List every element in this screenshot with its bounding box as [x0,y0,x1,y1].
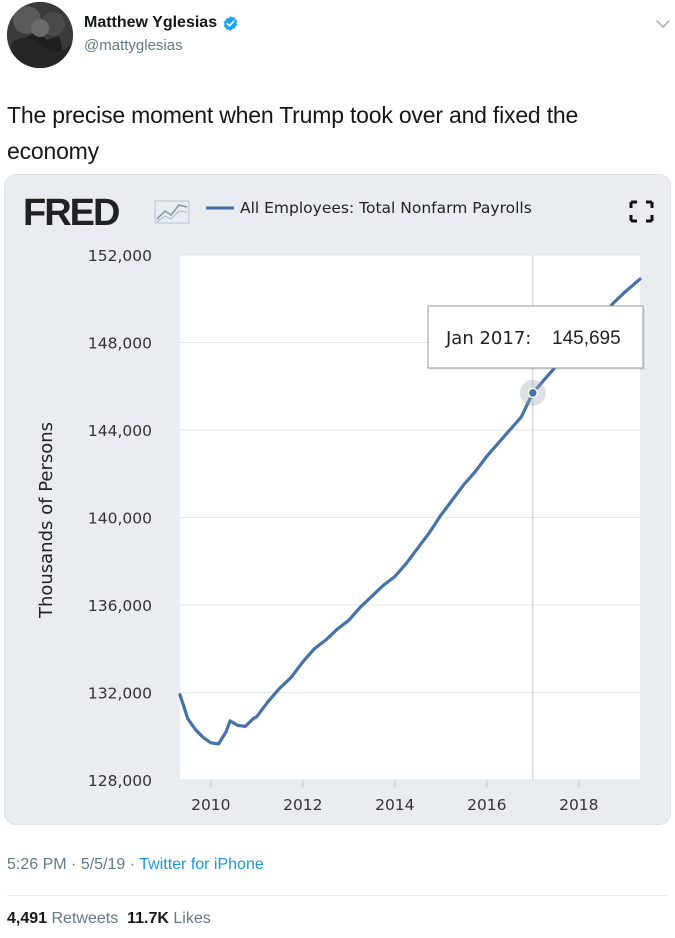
tweet-date[interactable]: 5/5/19 [80,856,126,873]
y-tick-label: 132,000 [88,685,152,703]
tweet-text-line: economy [7,138,99,164]
tooltip: Jan 2017: 145,695 [427,255,645,780]
fullscreen-icon[interactable] [629,200,654,223]
tooltip-box [427,305,644,369]
legend-label: All Employees: Total Nonfarm Payrolls [240,199,532,217]
x-axis-ticks: 2010 2012 2014 2016 2018 [191,780,599,814]
hover-point [527,387,539,399]
retweets-count[interactable]: 4,491 [7,910,48,927]
y-tick-label: 136,000 [88,597,152,615]
retweets-label[interactable]: Retweets [51,910,119,927]
likes-count[interactable]: 11.7K [127,910,169,927]
fred-logo-graph-icon [154,200,190,224]
series-line-nonfarm-payrolls [178,277,642,746]
series-layer [178,277,642,746]
y-tick-label: 148,000 [88,335,152,353]
divider [7,895,668,896]
likes-label[interactable]: Likes [173,910,211,927]
y-axis-ticks: 152,000 148,000 144,000 140,000 136,000 132,0… [88,247,152,790]
x-tick-label: 2016 [467,796,506,814]
x-tick-label: 2012 [283,796,322,814]
tweet-stats: 4,491 Retweets 11.7K Likes [7,910,211,928]
separator-dot: · [71,856,81,873]
y-tick-label: 128,000 [88,772,152,790]
tooltip-value: 145,695 [552,328,621,349]
y-tick-label: 140,000 [88,510,152,528]
author-name-row[interactable]: Matthew Yglesias [84,13,239,33]
tweet-text: The precise moment when Trump took over … [7,97,657,169]
fred-line-chart: FRED All Employees: Total Nonfarm Payrol… [23,192,654,814]
verified-badge-icon [223,15,238,31]
tweet-time[interactable]: 5:26 PM [7,856,67,873]
fred-logo: FRED [23,192,119,234]
y-axis-label: Thousands of Persons [36,422,57,619]
tweet-timestamp[interactable]: 5:26 PM · 5/5/19 · Twitter for iPhone [7,856,264,874]
retweets-stat[interactable]: 4,491 Retweets [7,910,118,927]
likes-stat[interactable]: 11.7K Likes [127,910,211,927]
tweet-text-line: The precise moment when Trump took over … [7,102,579,128]
y-tick-label: 144,000 [88,422,152,440]
tooltip-label: Jan 2017: [445,328,531,349]
fred-chart-card[interactable]: FRED All Employees: Total Nonfarm Payrol… [4,174,671,825]
tweet-source-link[interactable]: Twitter for iPhone [139,856,264,873]
avatar-photo [7,2,73,68]
chevron-down-icon[interactable] [656,18,670,30]
x-tick-label: 2014 [375,796,414,814]
user-handle[interactable]: @mattyglesias [84,37,183,54]
display-name[interactable]: Matthew Yglesias [84,14,218,31]
x-tick-label: 2018 [559,796,598,814]
y-tick-label: 152,000 [88,247,152,265]
separator-dot: · [129,856,140,873]
avatar[interactable] [7,2,73,68]
x-tick-label: 2010 [191,796,230,814]
